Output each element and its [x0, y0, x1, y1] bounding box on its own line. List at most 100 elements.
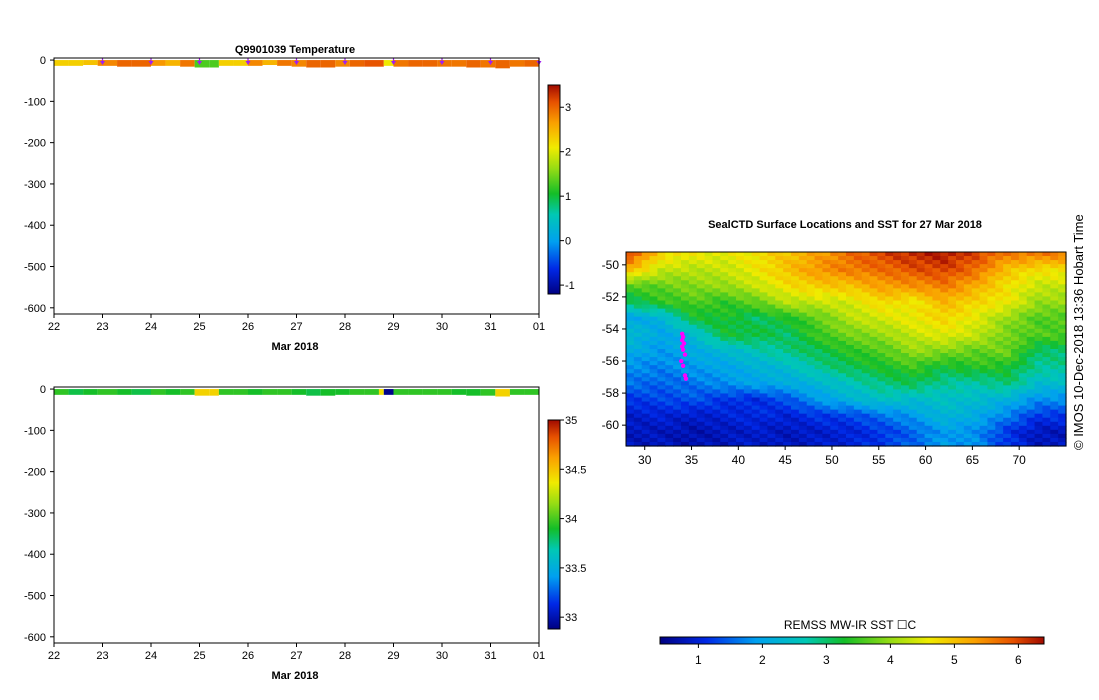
sst-cell [673, 437, 682, 443]
sst-cell [838, 344, 847, 350]
sst-cell [728, 349, 737, 354]
sst-cell [798, 300, 808, 306]
sst-cell [830, 268, 839, 273]
sst-cell [877, 437, 886, 443]
seal-location-marker [679, 358, 684, 364]
profile-cell [524, 60, 539, 67]
sst-cell [688, 389, 698, 395]
sst-cell [720, 300, 729, 306]
sst-cell [995, 393, 1004, 399]
sst-cell [893, 260, 902, 265]
sst-cell [657, 300, 666, 306]
sst-cell [806, 328, 816, 334]
sst-cell [916, 437, 926, 443]
sst-cell [704, 377, 714, 382]
sst-cell [846, 336, 855, 342]
sst-cell [814, 332, 824, 338]
sst-cell [971, 385, 981, 391]
sst-cell [916, 353, 926, 358]
sst-cell [1058, 361, 1067, 366]
profile-cell [233, 60, 248, 66]
sst-cell [908, 284, 918, 289]
sst-cell [649, 256, 659, 261]
salinity-x-axis: 22 23 24 25 26 27 28 29 30 31 01 [48, 643, 545, 662]
sst-cell [814, 256, 824, 261]
sst-cell [806, 369, 816, 374]
sst-cell [688, 332, 698, 338]
sst-cell [681, 288, 690, 294]
sst-cell [861, 300, 871, 306]
sst-cell [641, 252, 651, 257]
sst-cell [688, 300, 698, 306]
seal-location-marker [682, 352, 688, 357]
sst-cell [743, 264, 753, 269]
sst-cell [924, 280, 934, 285]
map-y-axis: -50-52-54-56-58-60 [602, 258, 626, 432]
sst-cell [1058, 433, 1067, 439]
sst-cell [940, 284, 949, 289]
sst-cell [940, 332, 949, 338]
sst-cell [924, 288, 934, 294]
sst-cell [673, 417, 682, 423]
sst-cell [995, 320, 1004, 326]
sst-cell [830, 389, 839, 395]
sst-cell [791, 389, 800, 395]
sst-cell [971, 332, 981, 338]
sst-cell [956, 276, 965, 281]
sst-cell [885, 381, 894, 386]
sst-cell [814, 433, 824, 439]
sst-cell [657, 393, 666, 399]
sst-cell [759, 349, 769, 354]
sst-cell [995, 377, 1004, 382]
sst-cell [853, 316, 863, 322]
sst-cell [885, 441, 894, 447]
map-y-tick-label: -60 [602, 418, 620, 432]
sst-cell [901, 373, 910, 378]
sst-cell [657, 385, 666, 391]
sst-cell [995, 385, 1004, 391]
sst-cell [806, 357, 816, 362]
map-section: SealCTD Surface Locations and SST for 27… [602, 219, 1067, 667]
sst-cell [948, 421, 957, 427]
sst-cell [861, 272, 871, 277]
sst-cell [1034, 369, 1044, 374]
sst-cell [1003, 264, 1012, 269]
sst-cell [657, 409, 666, 415]
sst-cell [940, 324, 949, 330]
sst-cell [963, 361, 973, 366]
sst-cell [783, 437, 792, 443]
sst-cell [1018, 385, 1028, 391]
sst-cell [940, 300, 949, 306]
sst-cell [838, 353, 847, 358]
sst-cell [641, 340, 651, 346]
sst-cell [1050, 401, 1059, 407]
sst-cell [846, 312, 855, 318]
sst-cell [901, 353, 910, 358]
sst-cell [657, 280, 666, 285]
sst-cell [979, 365, 989, 370]
sst-cell [728, 296, 737, 302]
sst-cell [736, 409, 745, 415]
sst-cell [657, 357, 666, 362]
sst-cell [657, 284, 666, 289]
sst-cell [720, 361, 729, 366]
sst-cell [1050, 320, 1059, 326]
sst-cell [688, 373, 698, 378]
sst-cell [1042, 405, 1051, 411]
sst-cell [720, 381, 729, 386]
sst-cell [641, 344, 651, 350]
sst-cell [649, 433, 659, 439]
sst-cell [916, 252, 926, 257]
sst-cell [720, 344, 729, 350]
sst-cell [995, 381, 1004, 386]
sst-cell [956, 349, 965, 354]
sst-cell [1026, 357, 1036, 362]
sst-cell [893, 304, 902, 310]
sst-cell [681, 361, 690, 366]
sst-cell [728, 312, 737, 318]
sst-cell [971, 324, 981, 330]
sst-cell [743, 365, 753, 370]
sst-cell [885, 272, 894, 277]
sst-cell [814, 316, 824, 322]
